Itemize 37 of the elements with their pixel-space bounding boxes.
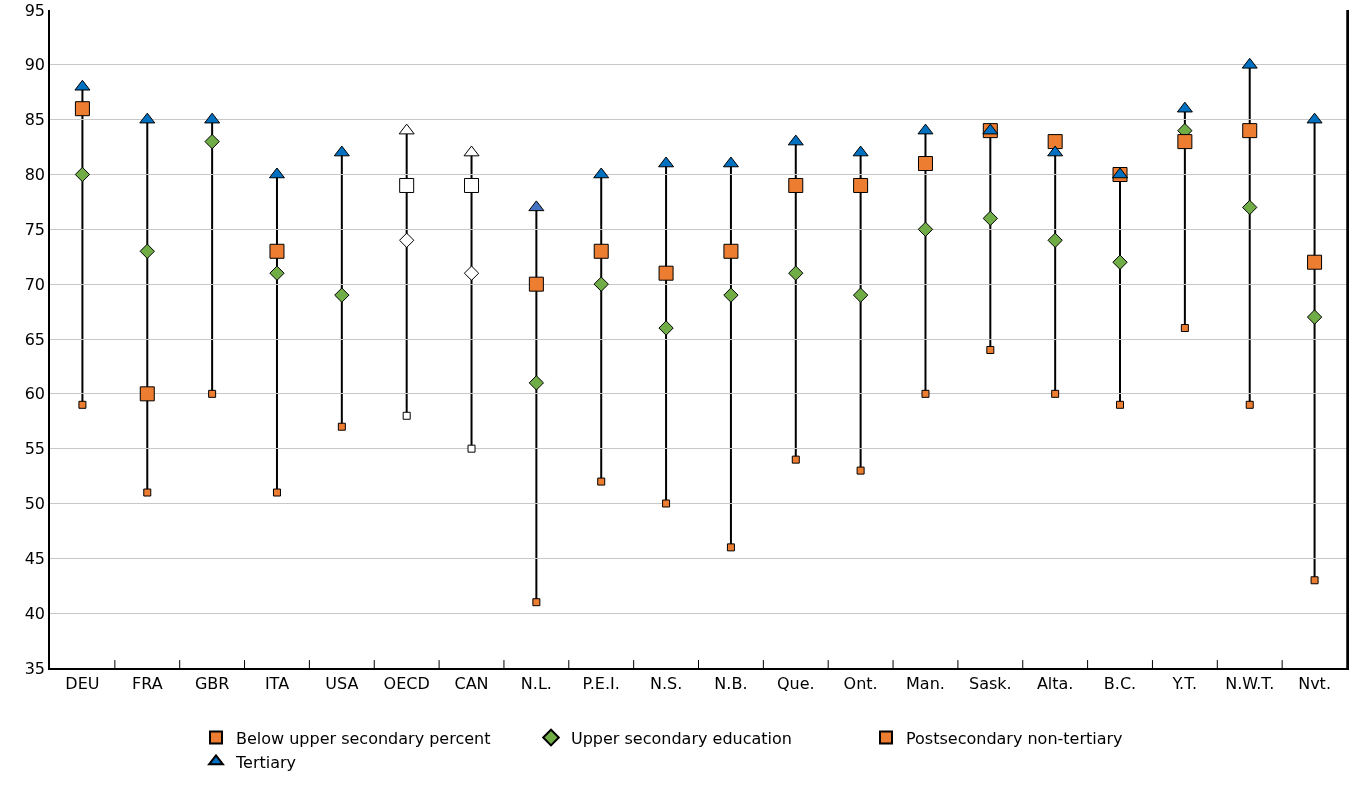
y-tick-label: 55 xyxy=(24,439,46,459)
x-tick-label: GBR xyxy=(194,673,230,693)
x-tick-label: Ont. xyxy=(843,673,878,693)
x-tick-label: USA xyxy=(325,673,359,693)
y-tick-label: 75 xyxy=(24,219,46,239)
x-tick-label: N.S. xyxy=(649,673,683,693)
x-tick-label: N.L. xyxy=(520,673,552,693)
x-tick-label: Y.T. xyxy=(1171,673,1198,693)
x-tick-label: Alta. xyxy=(1036,673,1074,693)
x-tick-label: Man. xyxy=(906,673,945,693)
x-tick-label: FRA xyxy=(131,673,163,693)
x-tick-label: B.C. xyxy=(1103,673,1137,693)
legend-label: Upper secondary education xyxy=(571,728,792,748)
x-tick-label: N.B. xyxy=(714,673,748,693)
y-tick-label: 50 xyxy=(24,494,46,514)
y-tick-label: 65 xyxy=(24,329,46,349)
x-tick-label: OECD xyxy=(383,673,430,693)
x-tick-label: ITA xyxy=(264,673,290,693)
legend-label: Below upper secondary percent xyxy=(236,728,491,748)
x-tick-label: P.E.I. xyxy=(582,673,620,693)
legend-label: Postsecondary non-tertiary xyxy=(906,728,1123,748)
y-tick-label: 80 xyxy=(24,165,46,185)
y-tick-label: 95 xyxy=(24,0,46,20)
y-tick-label: 90 xyxy=(24,55,46,75)
y-tick-label: 85 xyxy=(24,110,46,130)
y-tick-label: 35 xyxy=(24,658,46,678)
x-tick-label: DEU xyxy=(65,673,100,693)
y-tick-label: 45 xyxy=(24,548,46,568)
y-tick-label: 40 xyxy=(24,603,46,623)
x-tick-label: Nvt. xyxy=(1298,673,1331,693)
y-tick-label: 70 xyxy=(24,274,46,294)
y-tick-label: 60 xyxy=(24,384,46,404)
x-tick-label: Que. xyxy=(776,673,815,693)
x-tick-label: Sask. xyxy=(968,673,1012,693)
x-tick-label: CAN xyxy=(454,673,489,693)
legend-label: Tertiary xyxy=(235,752,297,772)
x-tick-label: N.W.T. xyxy=(1225,673,1275,693)
